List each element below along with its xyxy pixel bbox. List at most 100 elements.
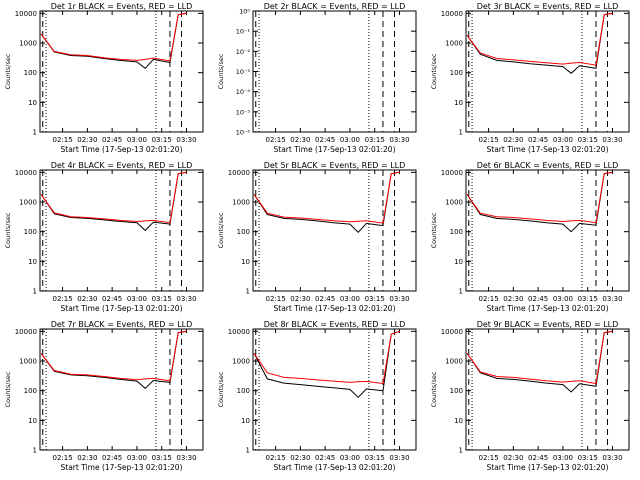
chart-title: Det 9r BLACK = Events, RED = LLD: [477, 320, 619, 329]
x-tick-label: 02:30: [290, 136, 310, 144]
x-axis-label: Start Time (17-Sep-13 02:01:20): [274, 463, 396, 472]
x-tick-label: 02:15: [265, 295, 285, 303]
plot-frame: [252, 328, 417, 451]
x-tick-label: 03:15: [152, 295, 172, 303]
y-tick-label: 100: [24, 228, 37, 236]
panel-det-6: Det 6r BLACK = Events, RED = LLD Counts/s…: [430, 161, 630, 313]
series-lld-line: [40, 12, 187, 62]
plot-frame: [39, 169, 204, 292]
plot-frame: [39, 10, 204, 133]
chart-title: Det 7r BLACK = Events, RED = LLD: [51, 320, 193, 329]
y-tick-label: 1000: [19, 40, 37, 48]
y-tick-label: 10⁻⁵: [236, 108, 251, 116]
x-tick-label: 02:45: [528, 136, 548, 144]
y-axis-label: Counts/sec: [217, 212, 225, 248]
plot-frame: [39, 328, 204, 451]
x-tick-label: 03:00: [127, 136, 147, 144]
x-tick-label: 02:45: [315, 136, 335, 144]
chart-title: Det 1r BLACK = Events, RED = LLD: [51, 2, 193, 11]
y-tick-label: 10⁻⁶: [236, 129, 251, 137]
y-tick-label: 100: [237, 228, 250, 236]
y-tick-label: 1: [459, 288, 463, 296]
y-tick-label: 100: [450, 69, 463, 77]
y-axis-label: Counts/sec: [4, 212, 12, 248]
y-tick-label: 1000: [232, 199, 250, 207]
y-tick-label: 10⁻²: [236, 48, 251, 56]
x-tick-label: 02:30: [503, 295, 523, 303]
x-tick-label: 03:00: [340, 295, 360, 303]
y-tick-label: 1: [246, 288, 250, 296]
x-tick-label: 02:30: [290, 454, 310, 462]
y-tick-label: 10: [241, 417, 250, 425]
x-tick-label: 03:30: [389, 295, 409, 303]
x-axis-label: Start Time (17-Sep-13 02:01:20): [274, 145, 396, 154]
y-tick-label: 10: [28, 258, 37, 266]
x-tick-label: 03:15: [152, 136, 172, 144]
series-lld-line: [40, 330, 187, 382]
panel-det-4: Det 4r BLACK = Events, RED = LLD Counts/s…: [4, 161, 204, 313]
x-axis-label: Start Time (17-Sep-13 02:01:20): [61, 304, 183, 313]
x-tick-label: 02:15: [478, 454, 498, 462]
panel-det-7: Det 7r BLACK = Events, RED = LLD Counts/s…: [4, 320, 204, 472]
panel-det-3: Det 3r BLACK = Events, RED = LLD Counts/s…: [430, 2, 630, 154]
x-tick-label: 03:15: [365, 136, 385, 144]
x-tick-label: 02:15: [52, 136, 72, 144]
y-tick-label: 10: [454, 99, 463, 107]
y-tick-label: 1000: [19, 358, 37, 366]
y-tick-label: 10000: [441, 169, 463, 177]
x-tick-label: 03:30: [602, 136, 622, 144]
series-events-line: [253, 171, 400, 234]
x-tick-label: 02:45: [102, 454, 122, 462]
y-tick-label: 10: [241, 258, 250, 266]
chart-title: Det 6r BLACK = Events, RED = LLD: [477, 161, 619, 170]
x-tick-label: 02:15: [478, 295, 498, 303]
y-axis-label: Counts/sec: [217, 371, 225, 407]
x-axis-label: Start Time (17-Sep-13 02:01:20): [487, 463, 609, 472]
y-tick-label: 10: [28, 417, 37, 425]
series-events-line: [253, 330, 400, 399]
x-tick-label: 02:15: [265, 136, 285, 144]
x-tick-label: 02:45: [102, 295, 122, 303]
y-tick-label: 10: [454, 258, 463, 266]
y-tick-label: 100: [450, 228, 463, 236]
y-tick-label: 1000: [445, 40, 463, 48]
chart-title: Det 5r BLACK = Events, RED = LLD: [264, 161, 406, 170]
x-tick-label: 02:15: [265, 454, 285, 462]
y-tick-label: 10000: [228, 169, 250, 177]
y-tick-label: 1: [33, 129, 37, 137]
plot-frame: [465, 10, 630, 133]
x-tick-label: 03:30: [176, 136, 196, 144]
x-tick-label: 03:30: [389, 136, 409, 144]
y-axis-label: Counts/sec: [4, 371, 12, 407]
x-axis-label: Start Time (17-Sep-13 02:01:20): [487, 145, 609, 154]
y-tick-label: 1000: [445, 199, 463, 207]
series-lld-line: [40, 171, 187, 224]
x-tick-label: 03:00: [553, 136, 573, 144]
x-tick-label: 03:15: [578, 454, 598, 462]
panel-det-2: Det 2r BLACK = Events, RED = LLD Counts/s…: [217, 2, 417, 154]
y-tick-label: 1: [246, 447, 250, 455]
y-tick-label: 10⁰: [239, 8, 250, 16]
x-tick-label: 02:45: [528, 454, 548, 462]
y-tick-label: 1: [459, 129, 463, 137]
y-tick-label: 100: [237, 387, 250, 395]
plot-frame: [252, 10, 417, 133]
x-tick-label: 02:30: [77, 295, 97, 303]
x-axis-label: Start Time (17-Sep-13 02:01:20): [61, 463, 183, 472]
y-tick-label: 10000: [15, 169, 37, 177]
y-tick-label: 10000: [15, 10, 37, 18]
chart-title: Det 8r BLACK = Events, RED = LLD: [264, 320, 406, 329]
y-tick-label: 100: [450, 387, 463, 395]
x-axis-label: Start Time (17-Sep-13 02:01:20): [274, 304, 396, 313]
x-tick-label: 02:45: [528, 295, 548, 303]
y-tick-label: 10⁻⁴: [236, 88, 251, 96]
x-tick-label: 03:15: [152, 454, 172, 462]
x-tick-label: 03:00: [127, 454, 147, 462]
y-tick-label: 1: [33, 288, 37, 296]
x-tick-label: 03:30: [389, 454, 409, 462]
plot-frame: [465, 328, 630, 451]
x-tick-label: 02:30: [503, 454, 523, 462]
series-lld-line: [466, 330, 613, 385]
x-tick-label: 03:30: [176, 295, 196, 303]
